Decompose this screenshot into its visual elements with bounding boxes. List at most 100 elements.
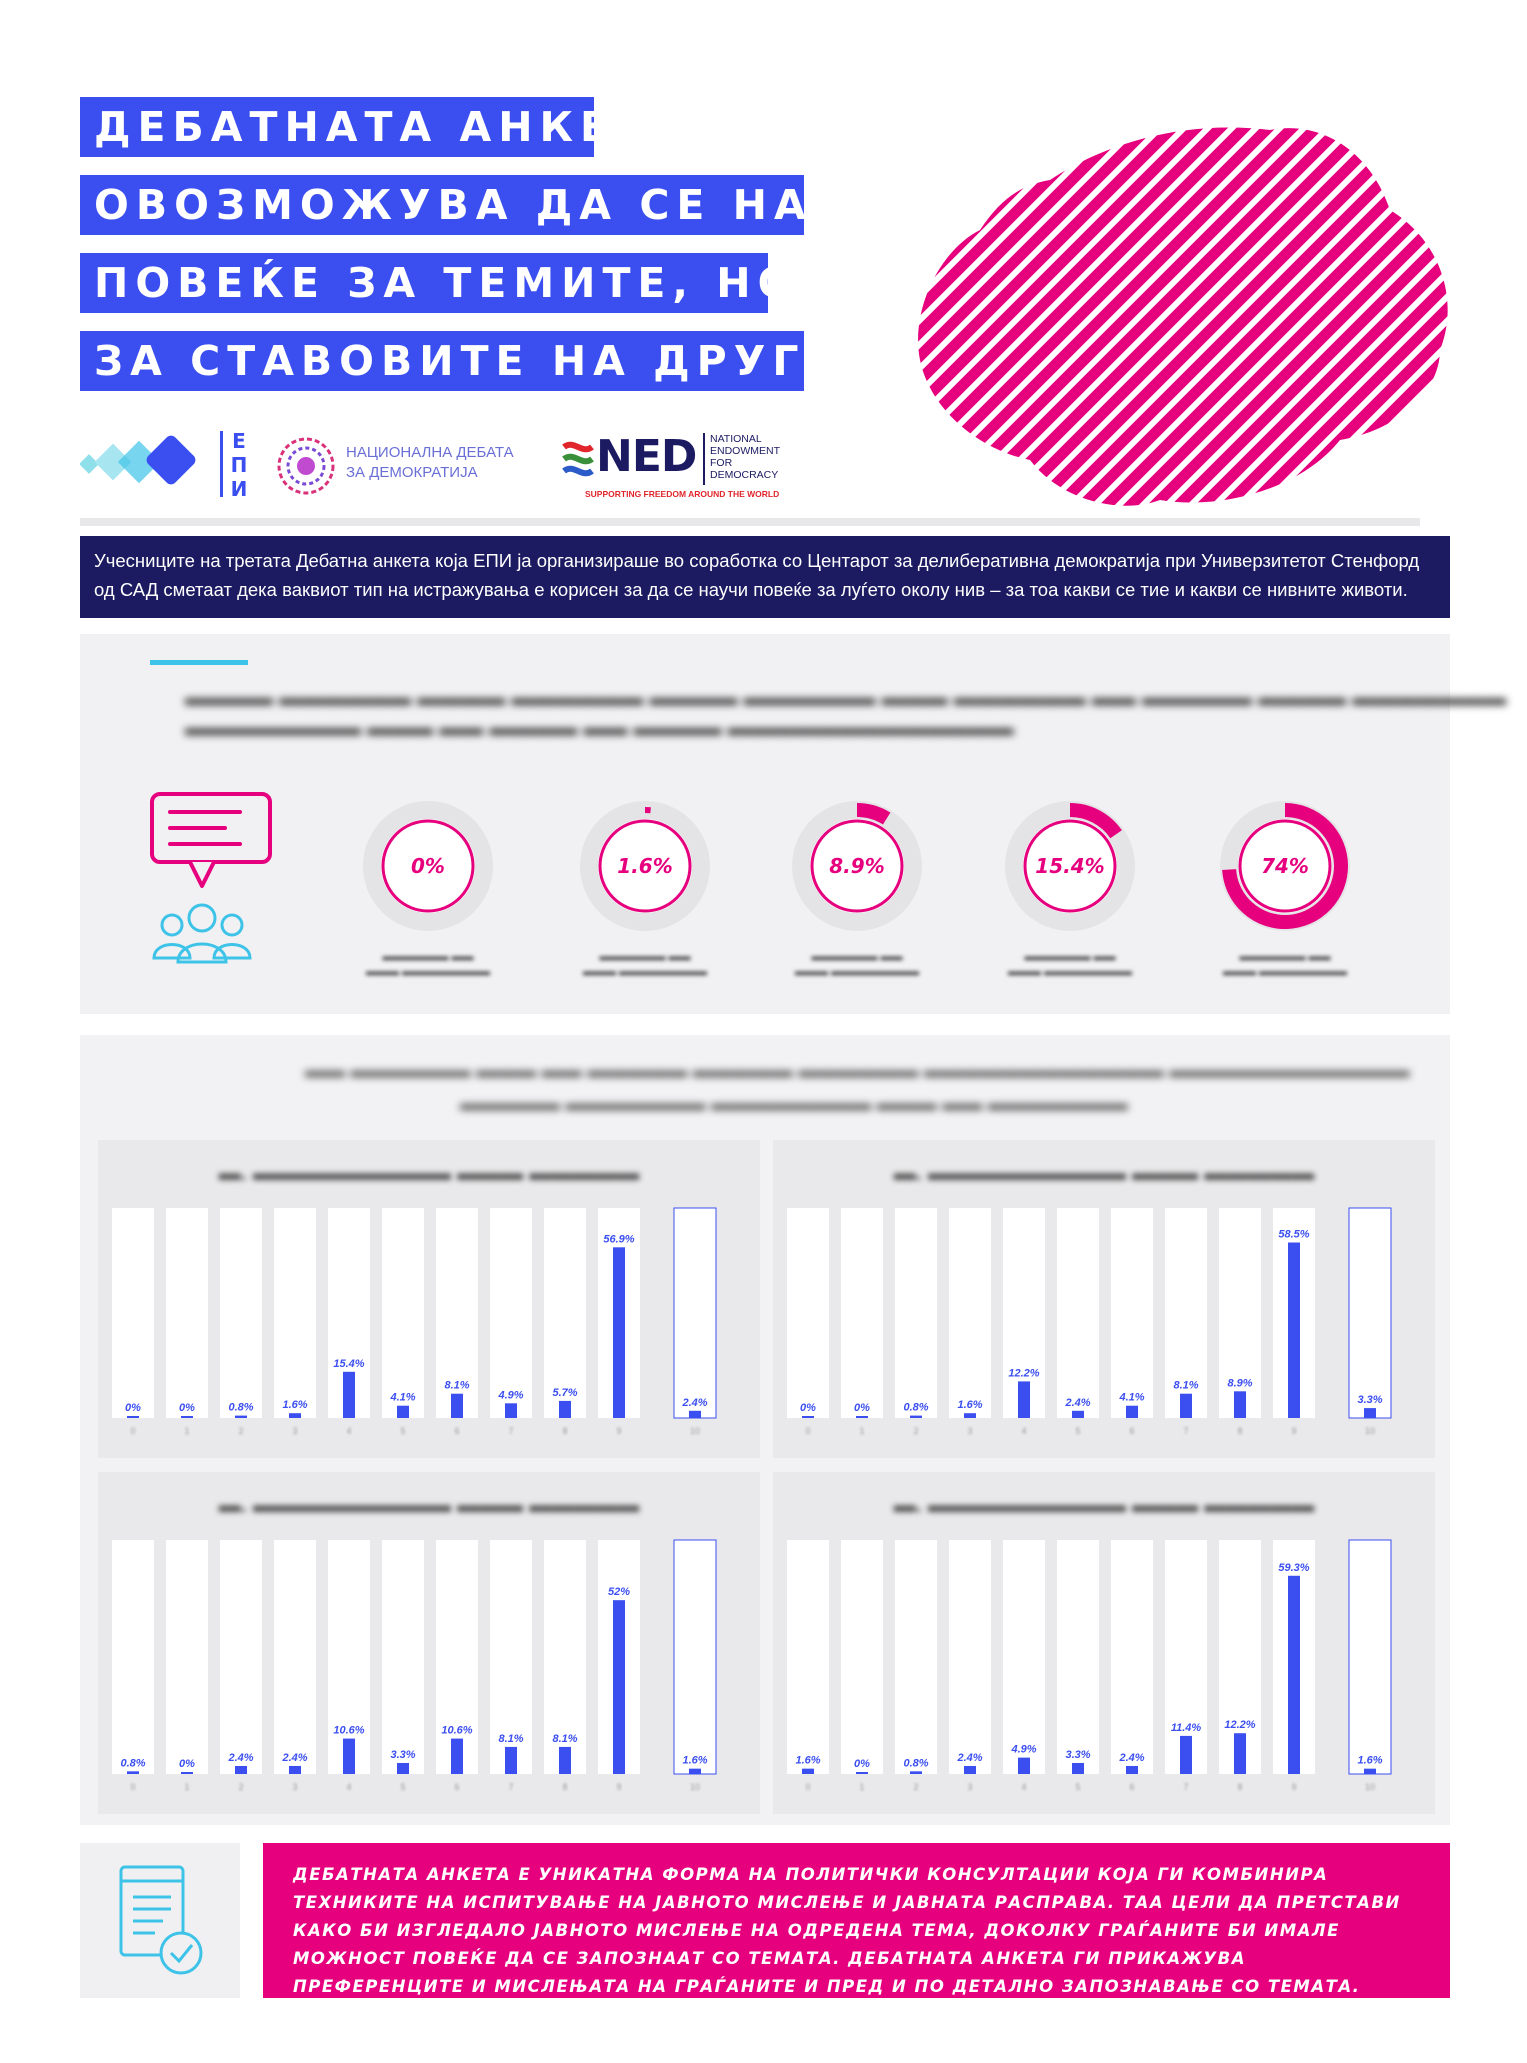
bar-column-bg (949, 1540, 991, 1774)
bar-data-label: 8.9% (1227, 1377, 1252, 1389)
bar-tick-label: 2 (238, 1426, 243, 1436)
bar (802, 1416, 814, 1418)
bar-tick-label: 10 (690, 1426, 700, 1436)
bar (1126, 1405, 1138, 1418)
blurred-chart-heading: ▬▬ ▬▬▬▬▬▬ ▬▬▬ ▬▬ ▬▬▬▬▬ ▬▬▬▬▬ ▬▬▬▬▬▬ ▬▬▬▬… (305, 1060, 1410, 1082)
bar (856, 1772, 868, 1774)
bar-data-label: 3.3% (390, 1749, 415, 1761)
bar-tick-label: 1 (184, 1426, 189, 1436)
bar-data-label: 0% (125, 1402, 141, 1414)
bar-tick-label: 0 (805, 1426, 810, 1436)
bar-column-bg (1348, 1539, 1392, 1775)
bar-data-label: 0.8% (120, 1757, 145, 1769)
blurred-chart-heading-2: ▬▬▬▬▬ ▬▬▬▬▬▬▬ ▬▬▬▬▬▬▬▬ ▬▬▬ ▬▬ ▬▬▬▬▬▬▬ (460, 1093, 1128, 1115)
donut-arc-5 (1222, 803, 1348, 929)
ned-tagline: SUPPORTING FREEDOM AROUND THE WORLD (585, 489, 780, 499)
bar (1288, 1242, 1300, 1418)
ned-flag-icon (562, 441, 594, 477)
bar-data-label: 0% (854, 1758, 870, 1770)
bar-chart-svg-2: 0% 0 0% 1 0.8% 2 1.6% 3 12.2% 4 2.4% 5 4.1% 6 8.1% 7 8.9… (787, 1207, 1392, 1436)
bar-column-bg (166, 1208, 208, 1418)
bar-tick-label: 3 (967, 1782, 972, 1792)
bar (1072, 1762, 1084, 1774)
bar (235, 1765, 247, 1774)
bar-data-label: 2.4% (281, 1752, 307, 1764)
bar-column-bg (1219, 1208, 1261, 1418)
bar-data-label: 1.6% (682, 1755, 707, 1767)
bar-tick-label: 10 (1365, 1426, 1375, 1436)
bar (1018, 1757, 1030, 1774)
bar-column-bg (274, 1540, 316, 1774)
bar-tick-label: 0 (130, 1426, 135, 1436)
bar-data-label: 2.4% (227, 1752, 253, 1764)
bar-tick-label: 4 (346, 1782, 351, 1792)
donut-caption-4: ▬▬▬▬▬▬ ▬▬ ▬▬▬ ▬▬▬▬▬▬▬▬ (1007, 951, 1133, 978)
bar-data-label: 0.8% (903, 1757, 928, 1769)
bar (235, 1415, 247, 1418)
bar-data-label: 4.1% (1118, 1392, 1144, 1404)
hatched-map-graphic (918, 127, 1448, 506)
bar-data-label: 5.7% (552, 1387, 577, 1399)
bar-tick-label: 9 (1291, 1426, 1296, 1436)
donut-arc-4 (1069, 803, 1122, 839)
bar-tick-label: 5 (400, 1426, 405, 1436)
bar-tick-label: 5 (1075, 1426, 1080, 1436)
bar-chart-svg-4: 1.6% 0 0% 1 0.8% 2 2.4% 3 4.9% 4 3.3% 5 2.4% 6 11.4% 7 1… (787, 1539, 1392, 1792)
bar-column-bg (112, 1540, 154, 1774)
bar-data-label: 0% (800, 1402, 816, 1414)
bar-tick-label: 7 (1183, 1426, 1188, 1436)
bar-chart-title-1: ▬. ▬▬▬▬▬▬▬▬▬ ▬▬▬ ▬▬▬▬▬ (218, 1160, 640, 1185)
bar-column-bg (895, 1540, 937, 1774)
bar (1234, 1391, 1246, 1418)
donut-caption-1: ▬▬▬▬▬▬ ▬▬ ▬▬▬ ▬▬▬▬▬▬▬▬ (365, 951, 491, 978)
donut-caption-5: ▬▬▬▬▬▬ ▬▬ ▬▬▬ ▬▬▬▬▬▬▬▬ (1222, 951, 1348, 978)
bar-tick-label: 1 (859, 1426, 864, 1436)
bar-data-label: 52% (608, 1586, 630, 1598)
bar (127, 1771, 139, 1774)
bar-chart-svg-1: 0% 0 0% 1 0.8% 2 1.6% 3 15.4% 4 4.1% 5 8.1% 6 4.9% 7 5.7… (112, 1207, 717, 1436)
bar-data-label: 8.1% (552, 1733, 577, 1745)
bar-column-bg (1111, 1208, 1153, 1418)
donut-label-2: 1.6% (617, 854, 672, 878)
bar (343, 1738, 355, 1774)
donut-3: 8.9% (792, 801, 922, 931)
bar-data-label: 0% (179, 1758, 195, 1770)
donut-label-1: 0% (411, 854, 445, 878)
bar (397, 1405, 409, 1418)
bar-chart-1: ▬. ▬▬▬▬▬▬▬▬▬ ▬▬▬ ▬▬▬▬▬ 0% 0 0% 1 0.8% 2 1.6% 3 15… (98, 1140, 760, 1458)
bar (505, 1403, 517, 1418)
bar-tick-label: 7 (508, 1426, 513, 1436)
bar-data-label: 59.3% (1278, 1562, 1309, 1574)
bar (1288, 1575, 1300, 1774)
bar-data-label: 10.6% (441, 1725, 472, 1737)
bar-data-label: 1.6% (282, 1399, 307, 1411)
bar-tick-label: 8 (1237, 1426, 1242, 1436)
epi-logo-icon (80, 435, 196, 485)
bar-column-bg (544, 1540, 586, 1774)
bar-tick-label: 0 (130, 1782, 135, 1792)
bar-tick-label: 9 (616, 1782, 621, 1792)
bar (1180, 1393, 1192, 1418)
donut-4: 15.4% (1005, 801, 1135, 931)
bar-tick-label: 9 (1291, 1782, 1296, 1792)
bar (289, 1765, 301, 1774)
bar-tick-label: 10 (1365, 1782, 1375, 1792)
bar-column-bg (544, 1208, 586, 1418)
donut-5: 74% (1220, 801, 1350, 931)
bar-column-bg (436, 1208, 478, 1418)
ned-logo-name: NATIONAL ENDOWMENT FOR DEMOCRACY (710, 433, 780, 481)
bar-column-bg (112, 1208, 154, 1418)
bar (689, 1410, 701, 1418)
bar-column-bg (841, 1540, 883, 1774)
bar (1072, 1410, 1084, 1418)
bar-column-bg (949, 1208, 991, 1418)
document-check-icon (119, 1865, 203, 1975)
bar-data-label: 11.4% (1171, 1722, 1202, 1734)
donut-label-3: 8.9% (829, 854, 884, 878)
bar-data-label: 2.4% (956, 1752, 982, 1764)
bar (451, 1738, 463, 1774)
bar-column-bg (1057, 1208, 1099, 1418)
bar-tick-label: 4 (1021, 1426, 1026, 1436)
bar (1234, 1733, 1246, 1774)
bar-data-label: 0% (854, 1402, 870, 1414)
